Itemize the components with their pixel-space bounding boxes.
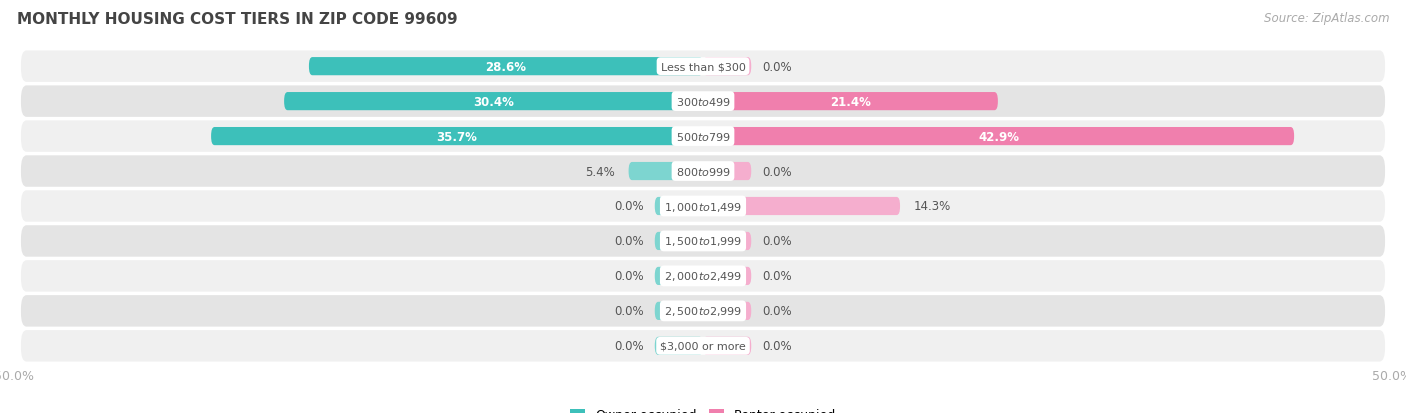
FancyBboxPatch shape — [21, 225, 1385, 257]
FancyBboxPatch shape — [309, 58, 703, 76]
Text: 0.0%: 0.0% — [614, 200, 644, 213]
FancyBboxPatch shape — [655, 267, 703, 285]
FancyBboxPatch shape — [21, 51, 1385, 83]
Text: 30.4%: 30.4% — [474, 95, 515, 108]
Text: $2,000 to $2,499: $2,000 to $2,499 — [664, 270, 742, 283]
Text: 0.0%: 0.0% — [614, 270, 644, 283]
Text: 0.0%: 0.0% — [762, 305, 792, 318]
FancyBboxPatch shape — [655, 302, 703, 320]
FancyBboxPatch shape — [703, 128, 1294, 146]
Text: $2,500 to $2,999: $2,500 to $2,999 — [664, 305, 742, 318]
Text: 5.4%: 5.4% — [585, 165, 614, 178]
Legend: Owner-occupied, Renter-occupied: Owner-occupied, Renter-occupied — [565, 404, 841, 413]
Text: 0.0%: 0.0% — [762, 235, 792, 248]
FancyBboxPatch shape — [703, 163, 751, 181]
FancyBboxPatch shape — [21, 295, 1385, 327]
Text: 35.7%: 35.7% — [437, 130, 478, 143]
FancyBboxPatch shape — [284, 93, 703, 111]
FancyBboxPatch shape — [703, 337, 751, 355]
Text: Less than $300: Less than $300 — [661, 62, 745, 72]
FancyBboxPatch shape — [655, 232, 703, 250]
FancyBboxPatch shape — [703, 267, 751, 285]
FancyBboxPatch shape — [21, 156, 1385, 188]
Text: MONTHLY HOUSING COST TIERS IN ZIP CODE 99609: MONTHLY HOUSING COST TIERS IN ZIP CODE 9… — [17, 12, 457, 27]
Text: Source: ZipAtlas.com: Source: ZipAtlas.com — [1264, 12, 1389, 25]
Text: $300 to $499: $300 to $499 — [675, 96, 731, 108]
Text: 0.0%: 0.0% — [762, 61, 792, 74]
FancyBboxPatch shape — [628, 163, 703, 181]
FancyBboxPatch shape — [21, 191, 1385, 222]
FancyBboxPatch shape — [21, 86, 1385, 118]
Text: 14.3%: 14.3% — [914, 200, 950, 213]
FancyBboxPatch shape — [703, 232, 751, 250]
FancyBboxPatch shape — [21, 121, 1385, 152]
FancyBboxPatch shape — [655, 197, 703, 216]
FancyBboxPatch shape — [21, 261, 1385, 292]
Text: $1,000 to $1,499: $1,000 to $1,499 — [664, 200, 742, 213]
FancyBboxPatch shape — [703, 197, 900, 216]
Text: $800 to $999: $800 to $999 — [675, 166, 731, 178]
Text: 21.4%: 21.4% — [830, 95, 870, 108]
Text: $3,000 or more: $3,000 or more — [661, 341, 745, 351]
Text: 0.0%: 0.0% — [762, 270, 792, 283]
FancyBboxPatch shape — [21, 330, 1385, 362]
Text: 0.0%: 0.0% — [614, 339, 644, 352]
FancyBboxPatch shape — [655, 337, 703, 355]
FancyBboxPatch shape — [703, 58, 751, 76]
Text: 42.9%: 42.9% — [979, 130, 1019, 143]
Text: 0.0%: 0.0% — [762, 165, 792, 178]
Text: 0.0%: 0.0% — [614, 235, 644, 248]
FancyBboxPatch shape — [703, 302, 751, 320]
Text: $500 to $799: $500 to $799 — [675, 131, 731, 143]
Text: 0.0%: 0.0% — [762, 339, 792, 352]
Text: 0.0%: 0.0% — [614, 305, 644, 318]
Text: 28.6%: 28.6% — [485, 61, 526, 74]
FancyBboxPatch shape — [703, 93, 998, 111]
Text: $1,500 to $1,999: $1,500 to $1,999 — [664, 235, 742, 248]
FancyBboxPatch shape — [211, 128, 703, 146]
